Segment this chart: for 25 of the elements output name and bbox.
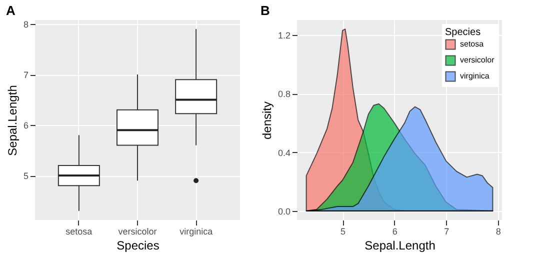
- chart-title: A: [6, 3, 16, 18]
- legend-title: Species: [445, 27, 481, 38]
- y-tick-label: 0.8: [278, 89, 290, 100]
- legend-label: versicolor: [460, 56, 495, 64]
- x-tick-label: versicolor: [118, 226, 157, 236]
- x-axis-title: Species: [116, 238, 160, 252]
- y-tick-label: 8: [23, 20, 28, 30]
- y-axis-title: density: [260, 101, 274, 140]
- y-tick-label: 1.2: [278, 30, 290, 40]
- legend-label: setosa: [460, 40, 484, 48]
- x-axis-title: Sepal.Length: [364, 238, 436, 252]
- x-tick-label: 6: [392, 226, 398, 236]
- y-tick-label: 0.0: [278, 206, 290, 216]
- x-tick-label: virginica: [180, 226, 213, 236]
- x-tick-label: 7: [444, 226, 450, 236]
- chart-title: B: [260, 3, 270, 18]
- y-tick-label: 6: [23, 120, 28, 131]
- x-tick-label: 8: [496, 226, 501, 236]
- x-tick-label: setosa: [66, 226, 92, 236]
- y-tick-label: 7: [23, 70, 28, 80]
- legend-label: virginica: [460, 72, 490, 80]
- y-tick-label: 5: [23, 171, 28, 182]
- y-axis-title: Sepal.Length: [5, 85, 20, 156]
- x-tick-label: 5: [340, 226, 346, 236]
- y-tick-label: 0.4: [278, 148, 290, 158]
